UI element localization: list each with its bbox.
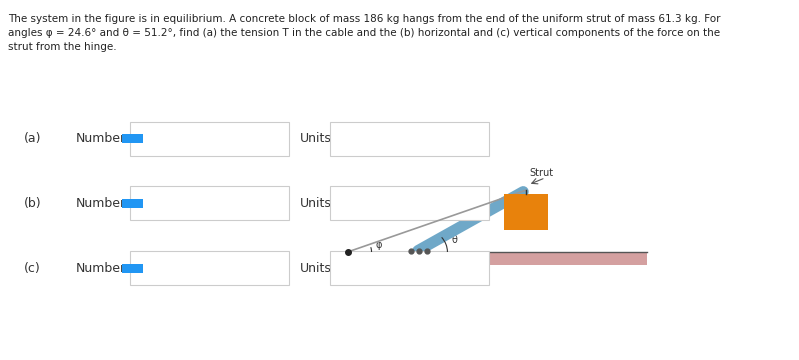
Text: i: i — [131, 198, 134, 208]
FancyBboxPatch shape — [330, 122, 489, 156]
FancyBboxPatch shape — [330, 186, 489, 220]
Text: ⌄: ⌄ — [467, 132, 479, 145]
FancyBboxPatch shape — [130, 122, 289, 156]
Text: Hinge: Hinge — [409, 258, 438, 278]
FancyBboxPatch shape — [503, 194, 547, 230]
Text: (b): (b) — [24, 197, 42, 210]
Text: T: T — [425, 209, 432, 219]
Text: Number: Number — [76, 262, 126, 275]
Text: ⌄: ⌄ — [467, 197, 479, 210]
FancyBboxPatch shape — [130, 186, 289, 220]
Text: Units: Units — [300, 197, 332, 210]
FancyBboxPatch shape — [122, 264, 143, 273]
Text: (c): (c) — [24, 262, 41, 275]
Text: Units: Units — [300, 132, 332, 145]
Text: ⌄: ⌄ — [467, 262, 479, 275]
Text: θ: θ — [451, 235, 457, 245]
Text: Units: Units — [300, 262, 332, 275]
FancyBboxPatch shape — [122, 134, 143, 143]
Text: i: i — [131, 134, 134, 144]
Text: Number: Number — [76, 132, 126, 145]
Text: The system in the figure is in equilibrium. A concrete block of mass 186 kg hang: The system in the figure is in equilibri… — [8, 14, 721, 53]
FancyBboxPatch shape — [122, 199, 143, 208]
Text: (a): (a) — [24, 132, 42, 145]
FancyBboxPatch shape — [344, 252, 647, 265]
FancyBboxPatch shape — [330, 251, 489, 285]
Text: Strut: Strut — [530, 168, 554, 178]
Text: φ: φ — [376, 240, 382, 250]
FancyBboxPatch shape — [130, 251, 289, 285]
Text: Number: Number — [76, 197, 126, 210]
Text: i: i — [131, 263, 134, 273]
